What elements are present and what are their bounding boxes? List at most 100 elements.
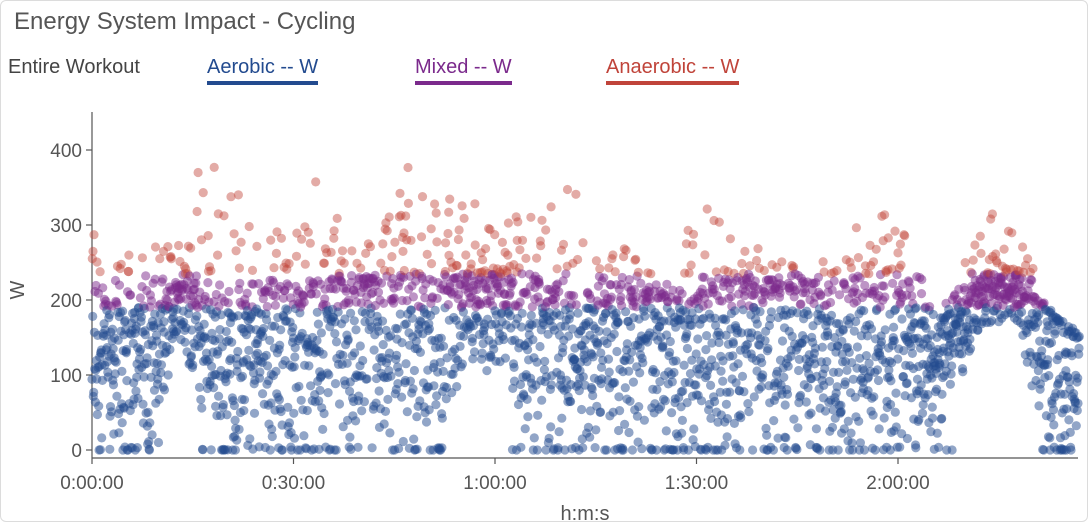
data-point-aerobic xyxy=(817,342,828,352)
data-point-anaerobic xyxy=(502,266,512,276)
data-point-anaerobic xyxy=(452,261,462,271)
data-point-mixed xyxy=(554,287,564,297)
data-point-anaerobic xyxy=(470,199,480,209)
data-point-aerobic xyxy=(188,360,198,370)
data-point-anaerobic xyxy=(789,262,799,272)
data-point-aerobic xyxy=(731,378,741,388)
data-point-anaerobic xyxy=(970,240,980,250)
data-point-mixed xyxy=(703,299,713,309)
data-point-aerobic xyxy=(927,402,937,412)
data-point-anaerobic xyxy=(604,263,614,273)
data-point-aerobic xyxy=(735,445,745,455)
data-point-anaerobic xyxy=(719,265,730,275)
data-point-anaerobic xyxy=(1013,266,1023,276)
data-point-aerobic xyxy=(635,368,645,378)
data-point-aerobic xyxy=(722,414,733,424)
data-point-mixed xyxy=(347,271,357,281)
data-point-anaerobic xyxy=(385,266,395,276)
data-point-mixed xyxy=(114,280,125,290)
data-point-anaerobic xyxy=(329,233,339,243)
data-point-aerobic xyxy=(532,357,542,367)
data-point-aerobic xyxy=(794,354,804,364)
data-point-aerobic xyxy=(677,428,687,438)
data-point-anaerobic xyxy=(454,225,464,235)
data-point-aerobic xyxy=(722,432,732,442)
data-point-aerobic xyxy=(744,407,754,417)
data-point-anaerobic xyxy=(631,254,641,264)
data-point-anaerobic xyxy=(193,167,203,178)
data-point-aerobic xyxy=(467,333,478,343)
data-point-aerobic xyxy=(710,313,720,323)
data-point-aerobic xyxy=(578,372,588,382)
data-point-aerobic xyxy=(815,445,825,455)
data-point-anaerobic xyxy=(291,251,302,261)
data-point-aerobic xyxy=(274,395,284,405)
data-point-aerobic xyxy=(573,308,583,318)
data-point-aerobic xyxy=(836,400,846,410)
data-point-anaerobic xyxy=(123,266,133,277)
data-point-aerobic xyxy=(468,354,478,364)
data-point-aerobic xyxy=(838,325,848,335)
data-point-aerobic xyxy=(1073,373,1083,383)
data-point-aerobic xyxy=(716,366,726,376)
data-point-aerobic xyxy=(869,392,879,402)
data-point-aerobic xyxy=(710,396,720,407)
data-point-aerobic xyxy=(239,395,250,405)
data-point-aerobic xyxy=(701,345,711,355)
data-point-anaerobic xyxy=(271,248,281,258)
data-point-aerobic xyxy=(615,406,625,416)
data-point-aerobic xyxy=(565,310,575,320)
x-tick-label: 1:30:00 xyxy=(665,473,728,494)
data-point-aerobic xyxy=(779,372,789,382)
data-point-aerobic xyxy=(258,389,268,399)
data-point-aerobic xyxy=(239,406,249,416)
data-point-aerobic xyxy=(563,331,574,341)
data-point-mixed xyxy=(796,299,806,309)
data-point-aerobic xyxy=(290,352,300,362)
legend-item-anaerobic[interactable]: Anaerobic -- W xyxy=(606,56,740,85)
data-point-aerobic xyxy=(834,367,844,377)
data-point-aerobic xyxy=(523,345,533,355)
data-point-anaerobic xyxy=(233,190,243,200)
data-point-aerobic xyxy=(333,307,343,317)
data-point-aerobic xyxy=(234,424,244,434)
data-point-anaerobic xyxy=(399,228,409,238)
data-point-aerobic xyxy=(508,383,518,393)
chart-title: Energy System Impact - Cycling xyxy=(14,8,356,35)
data-point-aerobic xyxy=(1049,420,1059,430)
legend-item-aerobic[interactable]: Aerobic -- W xyxy=(207,56,319,85)
data-point-aerobic xyxy=(458,307,468,317)
data-point-aerobic xyxy=(145,418,155,428)
data-point-aerobic xyxy=(452,382,462,392)
data-point-aerobic xyxy=(218,400,228,410)
data-point-aerobic xyxy=(715,387,725,397)
data-point-anaerobic xyxy=(868,257,879,267)
data-point-aerobic xyxy=(891,422,901,432)
data-point-anaerobic xyxy=(198,188,208,198)
data-point-aerobic xyxy=(685,369,696,379)
data-point-aerobic xyxy=(289,362,299,372)
data-point-aerobic xyxy=(429,381,439,391)
data-point-anaerobic xyxy=(430,199,440,209)
data-point-mixed xyxy=(254,279,264,289)
data-point-aerobic xyxy=(222,410,232,420)
data-point-aerobic xyxy=(756,382,766,392)
data-point-anaerobic xyxy=(231,246,241,256)
data-point-aerobic xyxy=(357,406,367,416)
data-point-aerobic xyxy=(383,394,393,404)
data-point-anaerobic xyxy=(991,256,1002,266)
data-point-aerobic xyxy=(159,317,169,327)
data-point-aerobic xyxy=(843,416,853,426)
data-point-aerobic xyxy=(965,334,975,344)
data-point-aerobic xyxy=(801,397,811,407)
data-point-anaerobic xyxy=(297,234,307,244)
data-point-aerobic xyxy=(855,438,866,448)
data-point-aerobic xyxy=(122,344,132,355)
data-point-anaerobic xyxy=(878,236,888,246)
data-point-aerobic xyxy=(725,387,735,397)
data-point-aerobic xyxy=(393,379,403,389)
data-point-aerobic xyxy=(574,386,584,396)
data-point-aerobic xyxy=(863,386,873,396)
legend-item-mixed[interactable]: Mixed -- W xyxy=(415,56,512,85)
data-point-aerobic xyxy=(1074,331,1084,342)
